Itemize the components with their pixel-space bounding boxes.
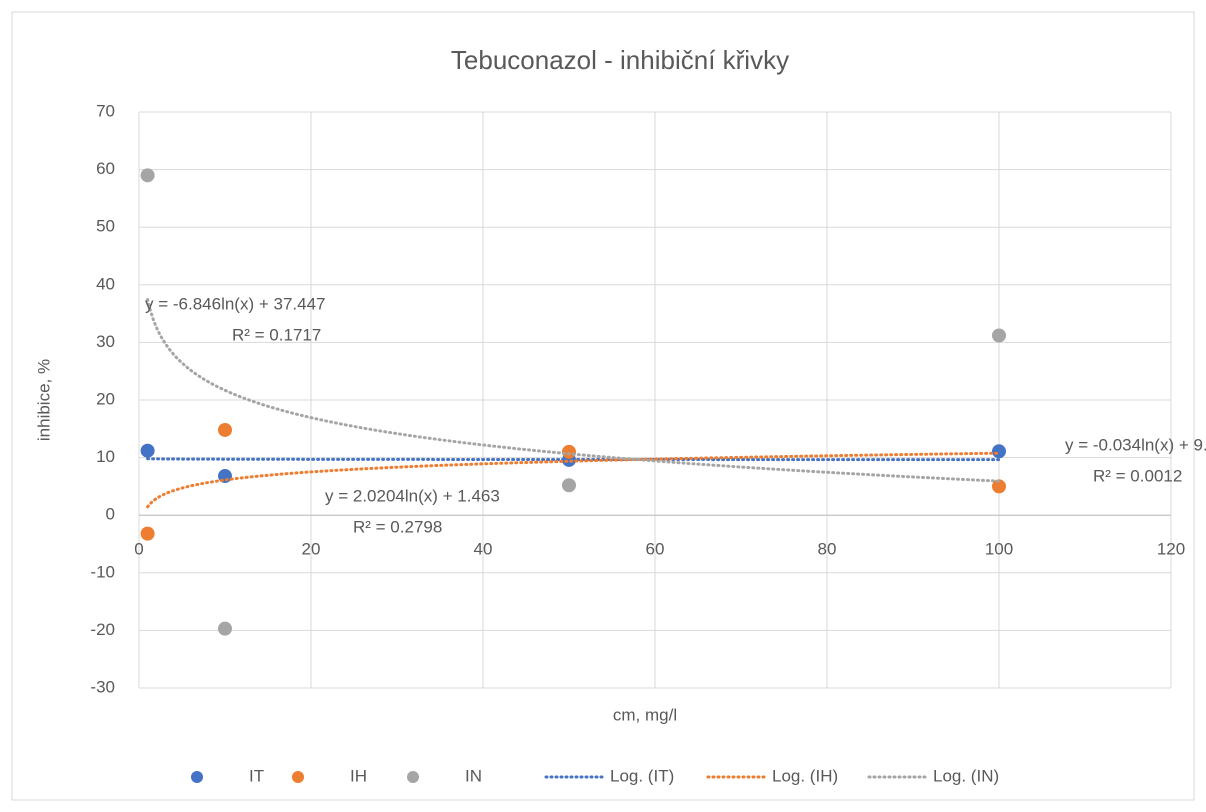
chart-title: Tebuconazol - inhibiční křivky: [451, 45, 789, 75]
y-tick-label: 10: [96, 447, 115, 466]
point: [140, 526, 155, 541]
x-tick-label: 40: [474, 540, 493, 559]
legend-marker: [292, 771, 304, 783]
legend-label: IH: [350, 766, 367, 785]
y-tick-label: 50: [96, 217, 115, 236]
x-tick-label: 120: [1157, 540, 1185, 559]
x-tick-label: 60: [646, 540, 665, 559]
trendline: [146, 298, 1001, 483]
y-tick-label: 20: [96, 389, 115, 408]
legend-marker: [191, 771, 203, 783]
x-tick-label: 0: [134, 540, 143, 559]
point: [992, 479, 1006, 494]
trendline-r2: R² = 0.0012: [1093, 466, 1182, 485]
y-tick-label: -20: [90, 620, 115, 639]
point: [140, 168, 155, 183]
point: [218, 422, 232, 437]
legend-label: Log. (IN): [933, 766, 999, 785]
x-tick-label: 100: [985, 540, 1013, 559]
trendline-r2: R² = 0.2798: [353, 517, 442, 536]
y-tick-label: -10: [90, 562, 115, 581]
x-axis-label: cm, mg/l: [613, 705, 677, 724]
point: [218, 621, 232, 636]
legend-label: Log. (IT): [610, 766, 674, 785]
point: [992, 444, 1006, 459]
chart-border: [11, 11, 1195, 801]
legend-label: IN: [465, 766, 482, 785]
x-tick-label: 80: [818, 540, 837, 559]
trendline-equation: y = -0.034ln(x) + 9.8015: [1065, 435, 1206, 454]
point: [562, 478, 576, 493]
trendline-r2: R² = 0.1717: [232, 325, 321, 344]
x-tick-label: 20: [302, 540, 321, 559]
legend-marker: [407, 771, 419, 783]
y-tick-label: 0: [106, 505, 115, 524]
y-tick-label: 60: [96, 159, 115, 178]
legend-label: IT: [249, 766, 264, 785]
y-tick-label: -30: [90, 677, 115, 696]
point: [992, 328, 1006, 343]
point: [140, 443, 155, 458]
y-tick-label: 70: [96, 101, 115, 120]
y-axis-label: inhibice, %: [34, 359, 53, 441]
trendline-equation: y = -6.846ln(x) + 37.447: [145, 294, 326, 313]
trendline-equation: y = 2.0204ln(x) + 1.463: [325, 486, 500, 505]
y-tick-label: 40: [96, 274, 115, 293]
trendline: [146, 451, 1001, 509]
legend-label: Log. (IH): [772, 766, 838, 785]
y-tick-label: 30: [96, 332, 115, 351]
